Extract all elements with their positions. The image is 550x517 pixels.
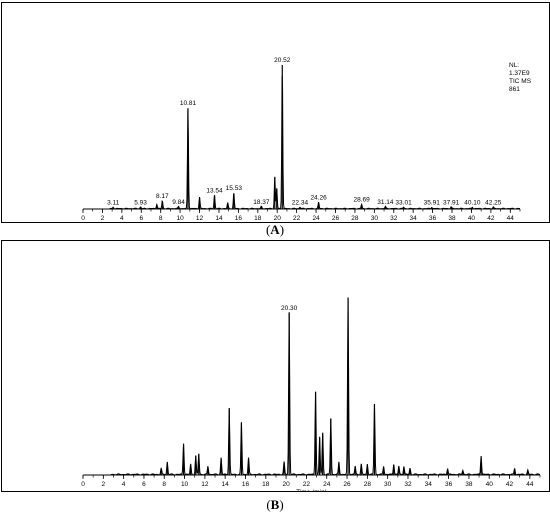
peak-label-22: 42.25 bbox=[485, 200, 502, 207]
x-tick-label-6: 12 bbox=[201, 481, 209, 488]
peak-label-20: 37.91 bbox=[443, 199, 460, 206]
peak-label-15: 24.26 bbox=[310, 195, 327, 202]
x-tick-label-22: 44 bbox=[507, 215, 515, 222]
info-text-0: NL: bbox=[509, 62, 519, 69]
peak-label-4: 9.84 bbox=[172, 199, 185, 206]
x-tick-label-16: 32 bbox=[404, 481, 412, 488]
x-tick-label-15: 30 bbox=[371, 215, 379, 222]
x-tick-label-12: 24 bbox=[312, 215, 320, 222]
x-tick-label-20: 40 bbox=[486, 481, 494, 488]
x-tick-label-4: 8 bbox=[162, 481, 166, 488]
x-tick-label-6: 12 bbox=[196, 215, 204, 222]
chromatogram-trace bbox=[83, 75, 521, 210]
peak-label-17: 31.14 bbox=[377, 199, 394, 206]
x-tick-label-11: 22 bbox=[303, 481, 311, 488]
x-tick-label-9: 18 bbox=[254, 215, 262, 222]
peak-label-1: 5.93 bbox=[134, 199, 147, 206]
x-tick-label-18: 36 bbox=[445, 481, 453, 488]
x-tick-label-7: 14 bbox=[215, 215, 223, 222]
peak-label-2: 8.17 bbox=[156, 193, 169, 200]
caption-a-label: A bbox=[270, 222, 280, 237]
x-tick-label-15: 30 bbox=[384, 481, 392, 488]
peak-label-8: 15.53 bbox=[226, 185, 243, 192]
x-tick-label-21: 42 bbox=[506, 481, 514, 488]
peak-label-12: 20.30 bbox=[281, 305, 298, 312]
x-tick-label-19: 38 bbox=[465, 481, 473, 488]
x-tick-label-4: 8 bbox=[159, 215, 163, 222]
peak-label-7: 13.54 bbox=[206, 187, 223, 194]
peak-label-10: 18.37 bbox=[253, 199, 270, 206]
chromatogram-a-svg: 3.11 5.93 8.179.84 10.81 13.54 15.53 18.37 20.5… bbox=[81, 57, 532, 230]
x-tick-label-18: 36 bbox=[429, 215, 437, 222]
peak-label-19: 35.91 bbox=[424, 200, 441, 207]
chromatogram-panel-a: 3.11 5.93 8.17 9.84 10.81 13.54 15.53 18.37 20.5… bbox=[1, 2, 550, 230]
caption-b-label: B bbox=[270, 497, 280, 512]
info-text-2: TIC MS bbox=[509, 78, 532, 85]
chromatogram-b-svg: 20.300 2 4 6 8 10 12 14 16 18 20 22 24 26 28 30 32 34 36 38… bbox=[81, 297, 541, 496]
peak-label-0: 3.11 bbox=[107, 200, 120, 207]
chromatogram-trace bbox=[83, 297, 541, 476]
x-axis-label: Time (min) bbox=[296, 489, 327, 491]
x-tick-label-14: 28 bbox=[351, 215, 359, 222]
x-tick-label-10: 20 bbox=[282, 481, 290, 488]
peak-label-14: 22.34 bbox=[292, 200, 309, 207]
x-tick-label-8: 16 bbox=[242, 481, 250, 488]
caption-a: (A) bbox=[265, 222, 285, 237]
caption-b: (B) bbox=[266, 497, 284, 512]
peak-label-18: 33.01 bbox=[395, 200, 412, 207]
x-tick-label-17: 34 bbox=[425, 481, 433, 488]
info-text-1: 1.37E9 bbox=[509, 70, 530, 77]
x-tick-label-21: 42 bbox=[487, 215, 495, 222]
x-tick-label-12: 24 bbox=[323, 481, 331, 488]
x-tick-label-9: 18 bbox=[262, 481, 270, 488]
x-tick-label-14: 28 bbox=[364, 481, 372, 488]
x-tick-label-2: 4 bbox=[120, 215, 124, 222]
x-tick-label-1: 2 bbox=[101, 215, 105, 222]
x-tick-label-20: 40 bbox=[468, 215, 476, 222]
x-tick-label-10: 20 bbox=[274, 215, 282, 222]
x-tick-label-19: 38 bbox=[448, 215, 456, 222]
x-tick-label-7: 14 bbox=[222, 481, 230, 488]
x-tick-label-0: 0 bbox=[81, 481, 85, 488]
peak-label-13: 20.52 bbox=[274, 57, 291, 64]
info-text-3: 861 bbox=[509, 86, 520, 93]
x-tick-label-17: 34 bbox=[410, 215, 418, 222]
x-tick-label-8: 16 bbox=[235, 215, 243, 222]
peak-label-5: 10.81 bbox=[180, 100, 197, 107]
x-tick-label-3: 6 bbox=[139, 215, 143, 222]
x-tick-label-22: 44 bbox=[526, 481, 534, 488]
x-tick-label-13: 26 bbox=[332, 215, 340, 222]
x-tick-label-0: 0 bbox=[81, 215, 85, 222]
x-tick-label-16: 32 bbox=[390, 215, 398, 222]
peak-label-16: 28.69 bbox=[353, 197, 370, 204]
x-tick-label-13: 26 bbox=[343, 481, 351, 488]
peak-label-21: 40.10 bbox=[464, 200, 481, 207]
chromatogram-panel-b: 20.30 0 2 4 6 8 10 12 14 16 18 20 22 24 26 28 30 32 34 36 38… bbox=[1, 240, 550, 496]
x-tick-label-11: 22 bbox=[293, 215, 301, 222]
x-tick-label-5: 10 bbox=[181, 481, 189, 488]
x-tick-label-2: 4 bbox=[122, 481, 126, 488]
x-tick-label-5: 10 bbox=[176, 215, 184, 222]
x-tick-label-1: 2 bbox=[101, 481, 105, 488]
x-tick-label-3: 6 bbox=[142, 481, 146, 488]
